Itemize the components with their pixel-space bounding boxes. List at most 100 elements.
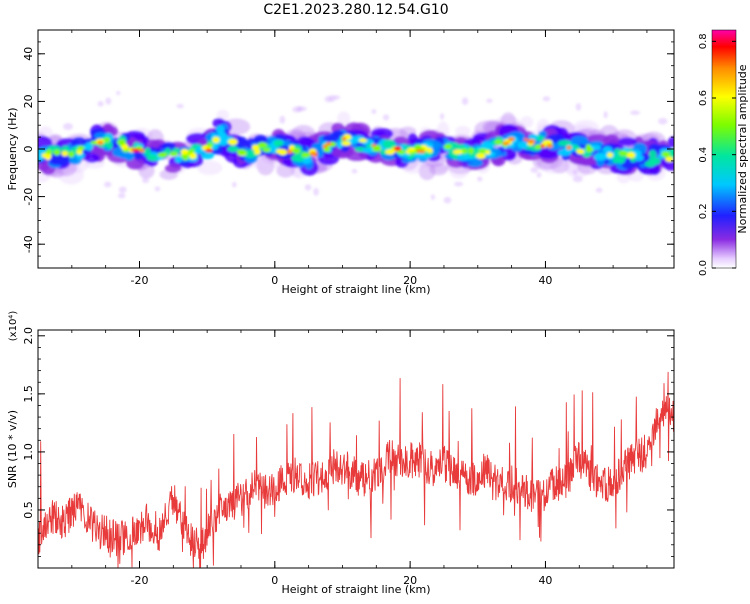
heatmap-cell: [301, 152, 311, 158]
heatmap-cell: [626, 151, 636, 159]
heatmap-cell: [169, 151, 178, 157]
snr-xtick-label: -20: [131, 574, 149, 587]
heatmap-cell: [530, 167, 539, 173]
heatmap-cell: [118, 193, 126, 199]
heatmap-cell: [105, 97, 112, 105]
heatmap-cell: [176, 104, 184, 109]
heatmap-cell: [205, 148, 213, 153]
heatmap-cell: [297, 106, 307, 112]
spectrogram-ylabel: Frequency (Hz): [6, 108, 19, 191]
heatmap-cell: [104, 181, 112, 188]
heatmap-cell: [157, 152, 168, 158]
heatmap-cell: [372, 146, 382, 152]
snr-ytick-label: 0.5: [22, 501, 35, 519]
heatmap-cell: [454, 181, 464, 187]
heatmap-cell: [341, 136, 347, 142]
heatmap-cell: [480, 141, 495, 150]
heatmap-cell: [291, 154, 305, 162]
snr-ylabel: SNR (10 * v/v): [6, 410, 19, 488]
heatmap-cell: [146, 154, 159, 161]
heatmap-cell: [443, 144, 452, 150]
heatmap-cell: [139, 148, 145, 153]
heatmap-cell: [607, 152, 614, 158]
heatmap-cell: [527, 138, 536, 144]
heatmap-cell: [371, 109, 377, 114]
colorbar-tick-label: 0.0: [698, 260, 709, 276]
heatmap-cell: [362, 147, 376, 153]
heatmap-cell: [661, 151, 671, 158]
heatmap-cell: [667, 136, 674, 148]
heatmap-cell: [618, 150, 628, 156]
snr-xtick-label: 0: [271, 574, 278, 587]
heatmap-cell: [452, 149, 463, 155]
heatmap-cell: [358, 138, 368, 143]
spectrogram-ytick-label: 40: [22, 47, 35, 61]
heatmap-cell: [341, 141, 351, 146]
heatmap-cell: [393, 146, 402, 151]
snr-xlabel: Height of straight line (km): [281, 583, 430, 596]
snr-series-line: [38, 371, 674, 568]
heatmap-cell: [585, 146, 592, 153]
chart-title: C2E1.2023.280.12.54.G10: [263, 2, 448, 18]
snr-frame: [37, 329, 675, 569]
heatmap-cell: [85, 142, 94, 151]
heatmap-cell: [595, 187, 603, 193]
heatmap-cell: [486, 98, 493, 103]
heatmap-cell: [501, 147, 517, 161]
heatmap-cell: [227, 138, 238, 145]
heatmap-cell: [251, 144, 260, 151]
heatmap-cell: [76, 145, 85, 151]
heatmap-cell: [116, 91, 121, 96]
heatmap-cell: [287, 149, 293, 155]
heatmap-cell: [164, 163, 182, 173]
heatmap-cell: [658, 118, 668, 125]
heatmap-cell: [103, 137, 111, 143]
colorbar-tick-label: 0.6: [698, 90, 709, 106]
heatmap-cell: [477, 176, 483, 182]
spectrogram-ytick-label: -40: [22, 235, 35, 253]
heatmap-cell: [419, 149, 426, 154]
heatmap-cell: [106, 141, 113, 150]
heatmap-cell: [630, 110, 641, 115]
heatmap-cell: [468, 147, 474, 155]
heatmap-cell: [254, 149, 261, 155]
heatmap-cell: [84, 153, 100, 163]
heatmap-cell: [253, 134, 268, 145]
heatmap-cell: [494, 139, 503, 145]
heatmap-cell: [546, 143, 553, 149]
heatmap-cell: [382, 114, 390, 121]
heatmap-cell: [575, 103, 582, 111]
heatmap-cell: [97, 100, 104, 107]
heatmap-cell: [455, 126, 471, 137]
heatmap-cell: [572, 176, 583, 183]
heatmap-cell: [262, 148, 271, 153]
heatmap-cell: [257, 142, 268, 148]
spectrogram-xlabel: Height of straight line (km): [281, 283, 430, 296]
heatmap-cell: [154, 186, 161, 192]
heatmap-cell: [536, 171, 542, 178]
heatmap-cell: [273, 139, 284, 147]
heatmap-cell: [217, 134, 230, 141]
heatmap-cell: [216, 109, 230, 121]
heatmap-cell: [602, 146, 613, 153]
spectrogram-panel: -20 0 20 40 -40 -20 0 20 40 Height of straight …: [6, 29, 675, 296]
spectrogram-heatmap: [38, 91, 674, 204]
heatmap-cell: [227, 146, 239, 153]
heatmap-cell: [142, 177, 150, 184]
snr-xtick-label: 20: [403, 574, 417, 587]
heatmap-cell: [603, 111, 608, 119]
heatmap-cell: [443, 196, 452, 204]
heatmap-cell: [517, 141, 527, 149]
snr-xtick-label: 40: [538, 574, 552, 587]
heatmap-cell: [618, 137, 637, 146]
heatmap-cell: [629, 156, 637, 163]
spectrogram-xtick-label: 40: [538, 274, 552, 287]
heatmap-cell: [502, 141, 510, 146]
heatmap-cell: [534, 144, 542, 149]
snr-ytick-label: 1.0: [22, 443, 35, 461]
snr-ytick-label: 2.0: [22, 327, 35, 345]
heatmap-cell: [309, 151, 318, 156]
heatmap-cell: [382, 139, 396, 149]
spectrogram-xtick-label: 0: [271, 274, 278, 287]
